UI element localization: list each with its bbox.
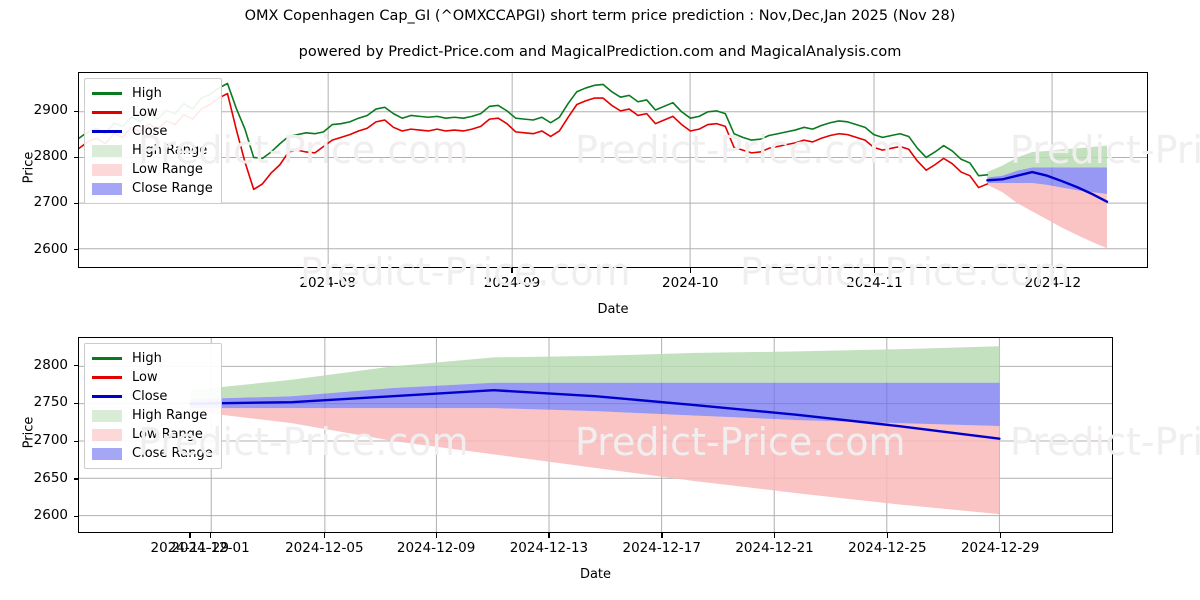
y-axis-tick-label: 2700 <box>10 194 68 210</box>
legend-item-low-range[interactable]: Low Range <box>91 425 213 444</box>
y-axis-tick-mark <box>74 249 79 250</box>
y-axis-tick-label: 2650 <box>10 470 68 486</box>
legend-swatch-close-range-icon <box>91 182 123 195</box>
x-axis-tick-mark <box>887 533 888 538</box>
y-axis-tick-label: 2900 <box>10 102 68 118</box>
chart-panel-top <box>78 72 1148 268</box>
top-plot-svg <box>79 73 1147 267</box>
legend-item-label: Close Range <box>132 182 213 195</box>
legend-item-label: High <box>132 352 162 365</box>
legend-item-label: Close Range <box>132 447 213 460</box>
x-axis-tick-label: 2024-12-13 <box>489 540 609 556</box>
legend-swatch-close-icon <box>91 125 123 138</box>
x-axis-tick-label: 2024-12-29 <box>940 540 1060 556</box>
legend-item-high-range[interactable]: High Range <box>91 406 213 425</box>
x-axis-tick-label: 2024-12-01 <box>150 540 270 556</box>
x-axis-tick-label: 2024-10 <box>630 275 750 291</box>
bottom-plot-svg <box>79 338 1112 532</box>
x-axis-tick-label: 2024-12-17 <box>602 540 722 556</box>
x-axis-tick-mark <box>874 268 875 273</box>
x-axis-tick-mark <box>1000 533 1001 538</box>
legend-item-label: Close <box>132 390 167 403</box>
legend-item-label: High Range <box>132 144 207 157</box>
y-axis-tick-label: 2800 <box>10 148 68 164</box>
page-title: OMX Copenhagen Cap_GI (^OMXCCAPGI) short… <box>0 8 1200 24</box>
legend-item-high[interactable]: High <box>91 84 213 103</box>
y-axis-label-top: Price <box>22 138 37 198</box>
x-axis-tick-label: 2024-11 <box>815 275 935 291</box>
y-axis-tick-mark <box>74 365 79 366</box>
legend-item-label: Low <box>132 371 158 384</box>
y-axis-tick-mark <box>74 516 79 517</box>
y-axis-tick-label: 2750 <box>10 394 68 410</box>
chart-panel-bottom <box>78 337 1113 533</box>
legend-item-low[interactable]: Low <box>91 103 213 122</box>
legend-swatch-low-range-icon <box>91 428 123 441</box>
x-axis-tick-label: 2024-12-05 <box>264 540 384 556</box>
legend-item-low[interactable]: Low <box>91 368 213 387</box>
legend-item-high[interactable]: High <box>91 349 213 368</box>
legend-swatch-high-icon <box>91 352 123 365</box>
legend-swatch-close-icon <box>91 390 123 403</box>
legend-swatch-close-range-icon <box>91 447 123 460</box>
y-axis-tick-mark <box>74 157 79 158</box>
y-axis-tick-mark <box>74 111 79 112</box>
x-axis-tick-mark <box>690 268 691 273</box>
x-axis-tick-mark <box>1052 268 1053 273</box>
legend-top: High Low Close High Range Low Range Close Ran… <box>84 78 222 204</box>
legend-item-low-range[interactable]: Low Range <box>91 160 213 179</box>
legend-item-high-range[interactable]: High Range <box>91 141 213 160</box>
y-axis-tick-label: 2600 <box>10 241 68 257</box>
x-axis-tick-label: 2024-09 <box>452 275 572 291</box>
x-axis-tick-mark <box>327 268 328 273</box>
y-axis-tick-label: 2600 <box>10 507 68 523</box>
x-axis-tick-mark <box>324 533 325 538</box>
legend-item-label: Low <box>132 106 158 119</box>
legend-swatch-high-range-icon <box>91 144 123 157</box>
x-axis-tick-mark <box>661 533 662 538</box>
legend-swatch-low-icon <box>91 106 123 119</box>
chart-page: OMX Copenhagen Cap_GI (^OMXCCAPGI) short… <box>0 0 1200 600</box>
legend-item-close-range[interactable]: Close Range <box>91 444 213 463</box>
x-axis-label-bottom: Date <box>78 567 1113 582</box>
x-axis-tick-mark <box>511 268 512 273</box>
y-axis-tick-mark <box>74 478 79 479</box>
legend-item-close[interactable]: Close <box>91 387 213 406</box>
x-axis-tick-mark <box>436 533 437 538</box>
legend-swatch-high-range-icon <box>91 409 123 422</box>
x-axis-label-top: Date <box>78 302 1148 317</box>
y-axis-tick-label: 2700 <box>10 432 68 448</box>
x-axis-tick-label: 2025-01 <box>1177 275 1200 291</box>
y-axis-tick-label: 2800 <box>10 357 68 373</box>
legend-swatch-low-icon <box>91 371 123 384</box>
legend-swatch-high-icon <box>91 87 123 100</box>
x-axis-tick-mark <box>189 533 190 538</box>
x-axis-tick-label: 2024-12-21 <box>715 540 835 556</box>
x-axis-tick-mark <box>548 533 549 538</box>
x-axis-tick-mark <box>774 533 775 538</box>
x-axis-tick-mark <box>210 533 211 538</box>
legend-item-label: High <box>132 87 162 100</box>
legend-item-close[interactable]: Close <box>91 122 213 141</box>
legend-item-label: Low Range <box>132 163 203 176</box>
y-axis-tick-mark <box>74 403 79 404</box>
legend-bottom: High Low Close High Range Low Range Close Ran… <box>84 343 222 469</box>
legend-swatch-low-range-icon <box>91 163 123 176</box>
legend-item-label: Close <box>132 125 167 138</box>
legend-item-close-range[interactable]: Close Range <box>91 179 213 198</box>
x-axis-tick-label: 2024-12-25 <box>827 540 947 556</box>
y-axis-tick-mark <box>74 441 79 442</box>
x-axis-tick-label: 2024-12 <box>993 275 1113 291</box>
page-subtitle: powered by Predict-Price.com and Magical… <box>0 44 1200 60</box>
legend-item-label: High Range <box>132 409 207 422</box>
x-axis-tick-label: 2024-08 <box>268 275 388 291</box>
legend-item-label: Low Range <box>132 428 203 441</box>
x-axis-tick-label: 2024-12-09 <box>376 540 496 556</box>
y-axis-tick-mark <box>74 203 79 204</box>
